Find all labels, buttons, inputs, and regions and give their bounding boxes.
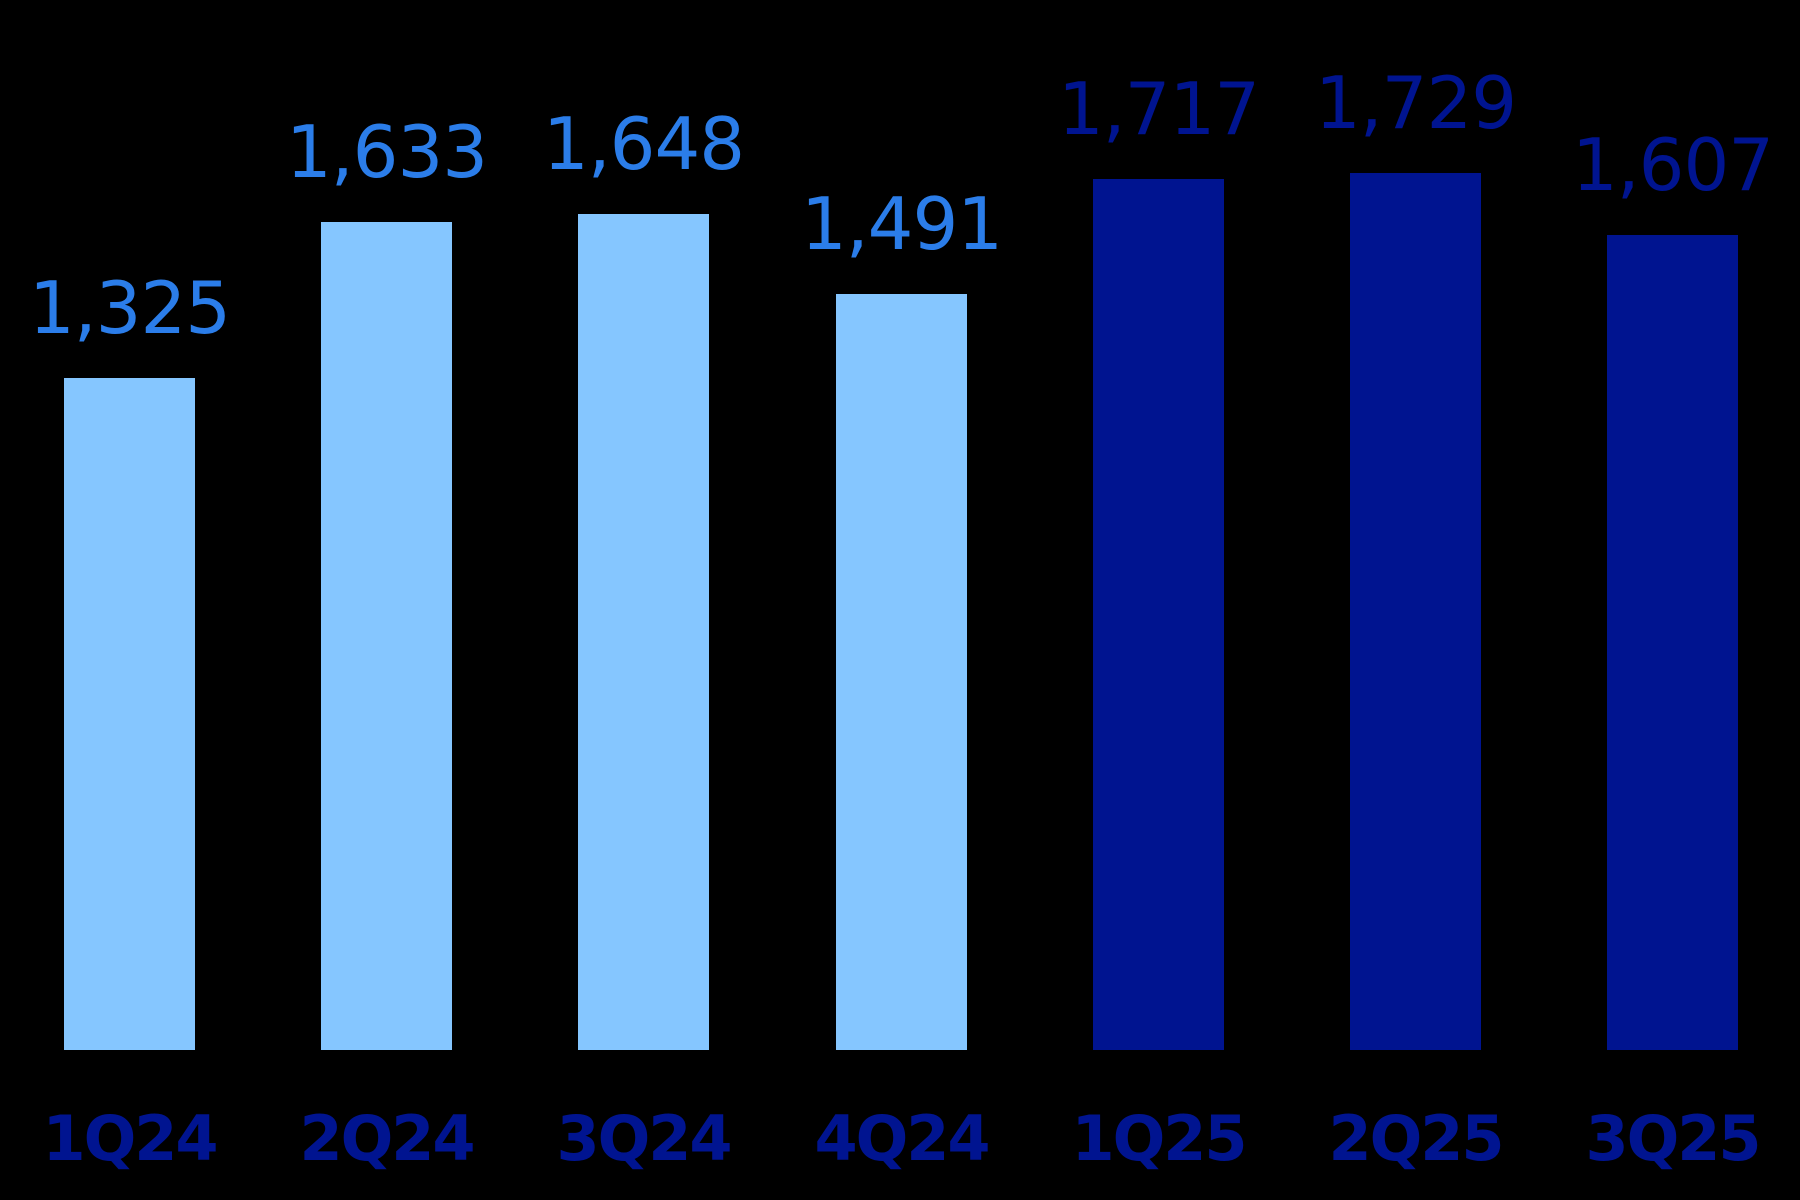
category-label: 2Q24	[299, 1102, 475, 1175]
category-label: 3Q25	[1585, 1102, 1761, 1175]
category-label: 4Q24	[814, 1102, 990, 1175]
category-label: 2Q25	[1328, 1102, 1504, 1175]
category-label: 3Q24	[556, 1102, 732, 1175]
bar-2q24	[321, 222, 452, 1050]
bar-3q25	[1607, 235, 1738, 1050]
value-label: 1,717	[1057, 67, 1260, 151]
value-label: 1,491	[800, 182, 1003, 266]
bar-3q24	[578, 214, 709, 1050]
value-label: 1,633	[285, 110, 488, 194]
value-label: 1,325	[28, 266, 231, 350]
bar-4q24	[836, 294, 967, 1050]
value-label: 1,607	[1571, 123, 1774, 207]
category-label: 1Q24	[42, 1102, 218, 1175]
bar-1q24	[64, 378, 195, 1050]
bar-2q25	[1350, 173, 1481, 1050]
value-label: 1,648	[542, 102, 745, 186]
category-label: 1Q25	[1071, 1102, 1247, 1175]
bar-1q25	[1093, 179, 1224, 1050]
value-label: 1,729	[1314, 61, 1517, 145]
